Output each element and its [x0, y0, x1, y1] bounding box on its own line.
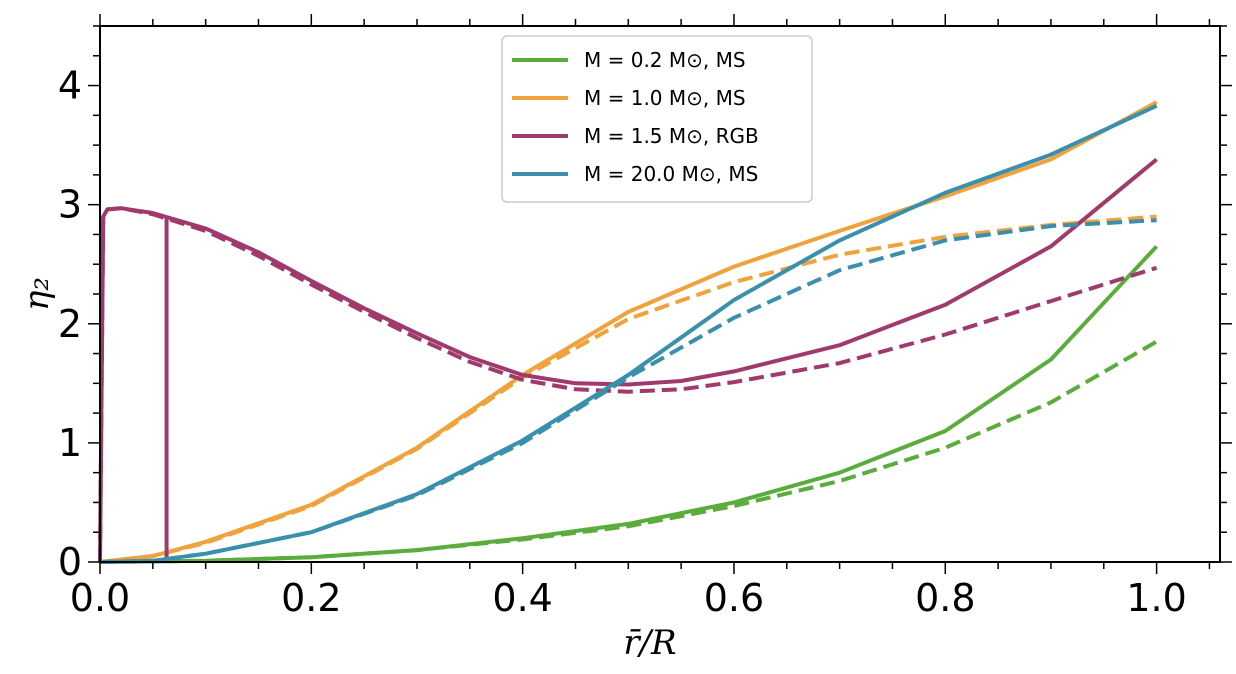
legend-entry: M = 20.0 M⊙, MS [512, 162, 758, 186]
legend-label: M = 20.0 M⊙, MS [584, 162, 758, 186]
series-m-0-2-m-ms-solid [99, 245, 1159, 564]
legend-label: M = 1.5 M⊙, RGB [584, 124, 759, 148]
legend-entry: M = 0.2 M⊙, MS [512, 48, 746, 72]
x-tick-label: 0.2 [281, 576, 341, 620]
y-axis-label: η₂ [17, 277, 57, 311]
y-tick-label: 4 [58, 64, 82, 108]
series-m-1-5-m-rgb-dashed [98, 206, 1158, 563]
ticks-layer [88, 14, 1232, 574]
y-tick-label: 0 [58, 540, 82, 584]
x-tick-label: 0.4 [492, 576, 552, 620]
legend-entry: M = 1.0 M⊙, MS [512, 86, 746, 110]
legend-box [501, 35, 813, 203]
x-axis-label: r̄/R [623, 623, 676, 663]
x-tick-label: 1.0 [1126, 576, 1186, 620]
legend-entry: M = 1.5 M⊙, RGB [512, 124, 759, 148]
x-tick-label: 0.8 [915, 576, 975, 620]
legend-label: M = 1.0 M⊙, MS [584, 86, 746, 110]
x-tick-label: 0.0 [70, 576, 130, 620]
series-m-1-5-m-rgb-solid [98, 157, 1158, 563]
x-tick-label: 0.6 [704, 576, 764, 620]
tick-labels-layer: 0.0 0.2 0.4 0.6 0.8 1.0 0 1 2 3 4 [58, 64, 1187, 620]
plot-frame [99, 25, 1221, 563]
legend-label: M = 0.2 M⊙, MS [584, 48, 746, 72]
series-m-1-0-m-ms-solid [99, 100, 1158, 564]
y-tick-label: 1 [58, 421, 82, 465]
series-m-20-0-m-ms-solid [99, 103, 1158, 564]
series-layer [98, 100, 1159, 564]
y-tick-label: 2 [58, 302, 82, 346]
legend-entries: M = 0.2 M⊙, MS M = 1.0 M⊙, MS M = 1.5 M⊙, … [512, 48, 759, 186]
legend: M = 0.2 M⊙, MS M = 1.0 M⊙, MS M = 1.5 M⊙, … [501, 35, 813, 203]
y-tick-label: 3 [58, 183, 82, 227]
